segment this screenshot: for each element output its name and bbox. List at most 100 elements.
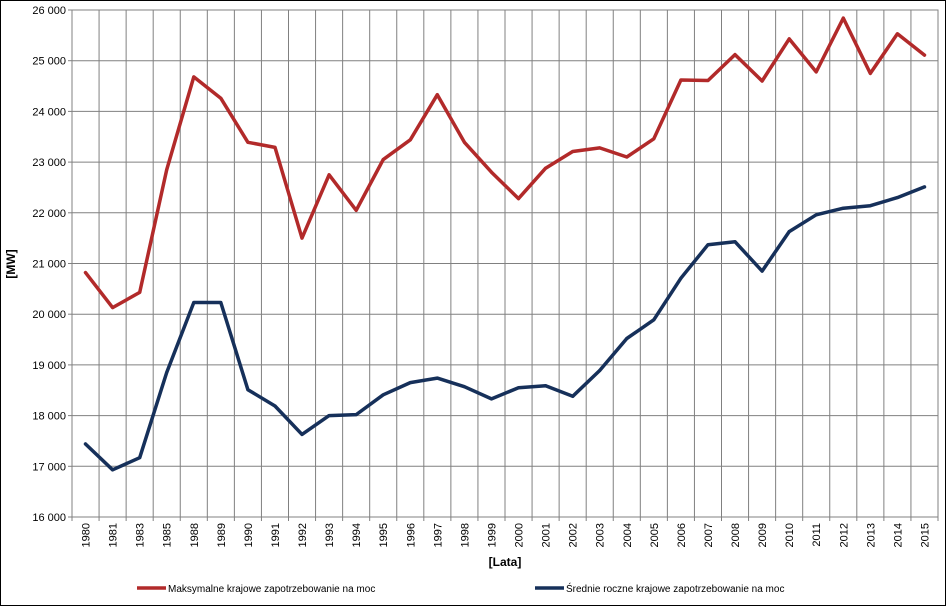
data-point-series-2 xyxy=(706,243,710,247)
x-tick-label: 2009 xyxy=(757,523,769,547)
y-tick-label: 23 000 xyxy=(32,157,66,169)
data-point-series-2 xyxy=(84,442,88,446)
series-lines xyxy=(83,16,927,472)
data-point-series-2 xyxy=(571,394,575,398)
data-point-series-1 xyxy=(733,53,737,57)
x-tick-label: 2014 xyxy=(892,523,904,547)
y-axis-ticks: 16 000 17 000 18 000 19 000 20 000 21 000 22 0… xyxy=(32,5,72,524)
data-point-series-1 xyxy=(138,290,142,294)
data-point-series-2 xyxy=(787,230,791,234)
data-point-series-2 xyxy=(354,413,358,417)
data-point-series-2 xyxy=(679,276,683,280)
x-tick-label: 1990 xyxy=(243,523,255,547)
x-tick-label: 1998 xyxy=(459,523,471,547)
data-point-series-2 xyxy=(192,301,196,305)
x-tick-label: 2000 xyxy=(514,523,526,547)
data-point-series-1 xyxy=(192,75,196,79)
data-point-series-1 xyxy=(165,168,169,172)
data-point-series-2 xyxy=(462,385,466,389)
x-tick-label: 1992 xyxy=(297,523,309,547)
data-point-series-2 xyxy=(219,301,223,305)
y-tick-label: 21 000 xyxy=(32,259,66,271)
x-tick-label: 1994 xyxy=(351,523,363,547)
x-tick-label: 1991 xyxy=(270,523,282,547)
data-point-series-1 xyxy=(679,78,683,82)
data-point-series-1 xyxy=(841,16,845,20)
data-point-series-2 xyxy=(489,397,493,401)
x-tick-label: 2002 xyxy=(568,523,580,547)
data-point-series-2 xyxy=(327,414,331,418)
x-tick-label: 2007 xyxy=(703,523,715,547)
x-tick-label: 1999 xyxy=(486,523,498,547)
x-tick-label: 2006 xyxy=(676,523,688,547)
data-point-series-2 xyxy=(138,456,142,460)
data-point-series-2 xyxy=(273,404,277,408)
data-point-series-1 xyxy=(544,166,548,170)
data-point-series-1 xyxy=(868,71,872,75)
x-tick-label: 1997 xyxy=(432,523,444,547)
data-point-series-2 xyxy=(435,376,439,380)
y-tick-label: 16 000 xyxy=(32,512,66,524)
data-point-series-1 xyxy=(625,155,629,159)
data-point-series-1 xyxy=(273,145,277,149)
data-point-series-1 xyxy=(787,37,791,41)
x-tick-label: 1983 xyxy=(135,523,147,547)
data-point-series-1 xyxy=(219,96,223,100)
x-tick-label: 2015 xyxy=(919,523,931,547)
x-tick-label: 2004 xyxy=(622,523,634,547)
data-point-series-1 xyxy=(895,32,899,36)
legend-label-1: Maksymalne krajowe zapotrzebowanie na mo… xyxy=(168,584,375,595)
data-point-series-2 xyxy=(598,368,602,372)
data-point-series-2 xyxy=(408,381,412,385)
data-point-series-1 xyxy=(84,271,88,275)
data-point-series-1 xyxy=(598,146,602,150)
data-point-series-1 xyxy=(517,197,521,201)
data-point-series-2 xyxy=(517,386,521,390)
x-tick-label: 2013 xyxy=(865,523,877,547)
x-tick-label: 2012 xyxy=(838,523,850,547)
legend: Maksymalne krajowe zapotrzebowanie na mo… xyxy=(137,582,784,595)
data-point-series-2 xyxy=(895,196,899,200)
data-point-series-2 xyxy=(868,204,872,208)
data-point-series-1 xyxy=(760,79,764,83)
x-tick-label: 1995 xyxy=(378,523,390,547)
data-point-series-1 xyxy=(300,236,304,240)
y-tick-label: 26 000 xyxy=(32,5,66,17)
data-point-series-2 xyxy=(544,384,548,388)
data-point-series-1 xyxy=(706,78,710,82)
x-tick-label: 1989 xyxy=(216,523,228,547)
data-point-series-2 xyxy=(760,269,764,273)
data-point-series-2 xyxy=(381,393,385,397)
y-tick-label: 17 000 xyxy=(32,461,66,473)
x-tick-label: 2001 xyxy=(541,523,553,547)
data-point-series-2 xyxy=(300,432,304,436)
x-tick-label: 2010 xyxy=(784,523,796,547)
y-tick-label: 24 000 xyxy=(32,106,66,118)
y-tick-label: 25 000 xyxy=(32,56,66,68)
data-point-series-2 xyxy=(111,468,115,472)
x-tick-label: 1985 xyxy=(162,523,174,547)
data-point-series-1 xyxy=(246,140,250,144)
y-tick-label: 19 000 xyxy=(32,360,66,372)
x-tick-label: 1993 xyxy=(324,523,336,547)
x-tick-label: 2003 xyxy=(595,523,607,547)
x-tick-label: 2005 xyxy=(649,523,661,547)
data-point-series-1 xyxy=(922,53,926,57)
legend-label-2: Średnie roczne krajowe zapotrzebowanie n… xyxy=(566,582,784,595)
series-line-1 xyxy=(83,16,927,310)
data-point-series-1 xyxy=(327,173,331,177)
data-point-series-2 xyxy=(841,206,845,210)
data-point-series-2 xyxy=(625,337,629,341)
y-tick-label: 18 000 xyxy=(32,411,66,423)
x-tick-label: 1996 xyxy=(405,523,417,547)
y-tick-label: 20 000 xyxy=(32,309,66,321)
x-axis-title: [Lata] xyxy=(489,555,522,569)
data-point-series-2 xyxy=(733,240,737,244)
x-tick-label: 2008 xyxy=(730,523,742,547)
data-point-series-1 xyxy=(489,170,493,174)
data-point-series-2 xyxy=(165,371,169,375)
data-point-series-2 xyxy=(922,185,926,189)
data-point-series-2 xyxy=(246,388,250,392)
data-point-series-1 xyxy=(111,306,115,310)
